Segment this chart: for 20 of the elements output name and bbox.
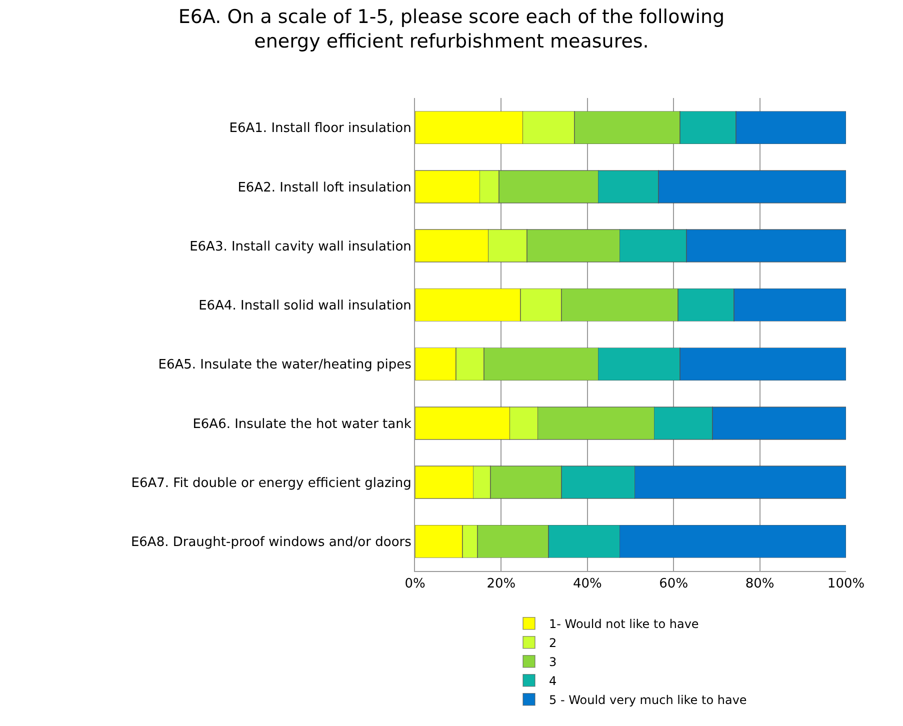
legend-label: 1- Would not like to have <box>549 617 699 632</box>
x-tick-label: 40% <box>572 576 602 592</box>
x-tick-label: 0% <box>404 576 426 592</box>
x-tick-label: 100% <box>827 576 865 592</box>
legend-label: 4 <box>549 674 557 688</box>
x-tick-label: 60% <box>659 576 688 592</box>
y-tick-label: E6A2. Install loft insulation <box>238 180 412 196</box>
y-tick-label: E6A5. Insulate the water/heating pipes <box>158 358 412 373</box>
y-tick-label: E6A8. Draught-proof windows and/or doors <box>130 534 412 550</box>
legend-label: 3 <box>549 655 557 670</box>
y-tick-label: E6A4. Install solid wall insulation <box>198 298 412 314</box>
legend-label: 5 - Would very much like to have <box>549 693 747 708</box>
y-tick-label: E6A6. Insulate the hot water tank <box>192 416 412 432</box>
legend-label: 2 <box>549 636 557 650</box>
chart-title: E6A. On a scale of 1-5, please score each of the following energy efficient refurbishment measures. <box>178 6 725 52</box>
x-tick-label: 20% <box>486 576 516 592</box>
x-tick-label: 80% <box>745 576 774 592</box>
y-tick-label: E6A7. Fit double or energy efficient glazing <box>131 476 412 491</box>
y-tick-label: E6A1. Install floor insulation <box>229 121 412 136</box>
y-tick-label: E6A3. Install cavity wall insulation <box>190 239 412 254</box>
